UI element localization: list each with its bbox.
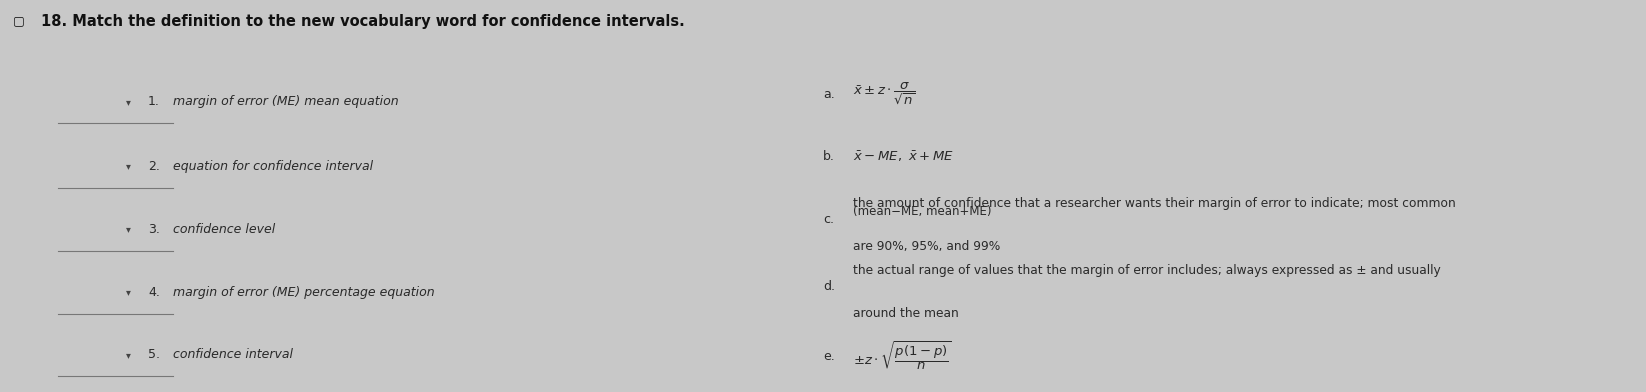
- Text: margin of error (ME) percentage equation: margin of error (ME) percentage equation: [173, 285, 435, 299]
- Text: are 90%, 95%, and 99%: are 90%, 95%, and 99%: [853, 240, 999, 254]
- Text: 1.: 1.: [148, 95, 160, 109]
- Text: 3.: 3.: [148, 223, 160, 236]
- Text: 4.: 4.: [148, 285, 160, 299]
- Text: equation for confidence interval: equation for confidence interval: [173, 160, 374, 173]
- Text: $\bar{x} - ME,\ \bar{x} + ME$: $\bar{x} - ME,\ \bar{x} + ME$: [853, 149, 955, 164]
- Text: b.: b.: [823, 150, 835, 163]
- Text: 2.: 2.: [148, 160, 160, 173]
- Text: 5.: 5.: [148, 348, 160, 361]
- Text: $\bar{x} \pm z \cdot \dfrac{\sigma}{\sqrt{n}}$: $\bar{x} \pm z \cdot \dfrac{\sigma}{\sqr…: [853, 81, 915, 107]
- Text: ▢: ▢: [13, 14, 25, 27]
- Text: e.: e.: [823, 350, 835, 363]
- Text: around the mean: around the mean: [853, 307, 958, 320]
- Text: confidence level: confidence level: [173, 223, 275, 236]
- Text: ▾: ▾: [127, 162, 130, 172]
- Text: confidence interval: confidence interval: [173, 348, 293, 361]
- Text: a.: a.: [823, 87, 835, 101]
- Text: 18. Match the definition to the new vocabulary word for confidence intervals.: 18. Match the definition to the new voca…: [41, 14, 685, 29]
- Text: (mean−ME, mean+ME): (mean−ME, mean+ME): [853, 205, 991, 218]
- Text: the amount of confidence that a researcher wants their margin of error to indica: the amount of confidence that a research…: [853, 197, 1455, 211]
- Text: ▾: ▾: [127, 224, 130, 234]
- Text: ▾: ▾: [127, 97, 130, 107]
- Text: margin of error (ME) mean equation: margin of error (ME) mean equation: [173, 95, 398, 109]
- Text: d.: d.: [823, 279, 835, 293]
- Text: the actual range of values that the margin of error includes; always expressed a: the actual range of values that the marg…: [853, 264, 1440, 277]
- Text: ▾: ▾: [127, 287, 130, 297]
- Text: $\pm z \cdot \sqrt{\dfrac{p(1-p)}{n}}$: $\pm z \cdot \sqrt{\dfrac{p(1-p)}{n}}$: [853, 340, 951, 373]
- Text: ▾: ▾: [127, 350, 130, 360]
- Text: c.: c.: [823, 213, 835, 226]
